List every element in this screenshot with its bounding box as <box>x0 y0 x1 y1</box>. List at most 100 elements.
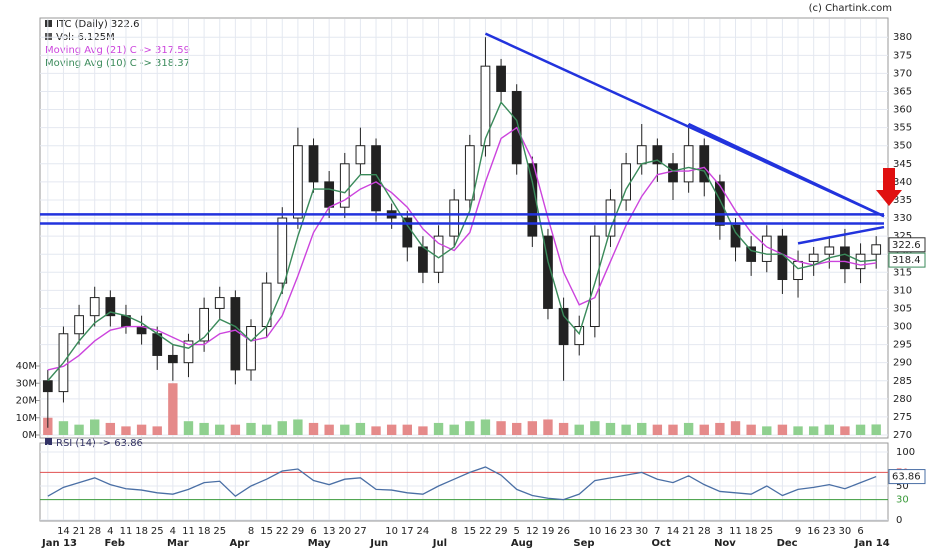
volume-bar <box>480 419 491 435</box>
candle-body <box>42 380 53 393</box>
x-tick-label: 17 <box>401 526 414 537</box>
volume-bar <box>512 422 522 435</box>
candle-body <box>89 297 100 317</box>
x-tick-label: 11 <box>182 526 195 537</box>
x-tick-label: 7 <box>654 526 660 537</box>
volume-bar <box>746 424 756 435</box>
candle-body <box>418 246 428 273</box>
candle-body <box>277 217 288 284</box>
volume-bar <box>230 424 241 435</box>
volume-bar <box>590 421 600 435</box>
candle-body <box>496 65 506 92</box>
candle-body <box>730 224 741 248</box>
y-tick-label: 305 <box>893 303 912 314</box>
candle-body <box>152 333 163 356</box>
x-tick-label: 4 <box>170 526 176 537</box>
volume-bar <box>261 424 272 435</box>
candle-body <box>808 253 819 262</box>
x-tick-label: 11 <box>120 526 133 537</box>
month-label: Oct <box>652 538 671 549</box>
volume-bar <box>449 424 459 435</box>
candle-body <box>371 145 381 212</box>
x-tick-label: 10 <box>588 526 601 537</box>
candle-body <box>324 181 335 208</box>
month-label: Jun <box>369 538 388 549</box>
x-tick-label: 4 <box>107 526 113 537</box>
candle-body <box>449 199 460 237</box>
volume-bar <box>74 424 84 435</box>
x-tick-label: 8 <box>451 526 457 537</box>
volume-bar <box>246 422 256 435</box>
y-tick-label: 290 <box>893 358 912 369</box>
x-tick-label: 14 <box>667 526 680 537</box>
x-tick-label: 28 <box>698 526 711 537</box>
x-tick-label: 18 <box>198 526 211 537</box>
volume-bar <box>152 426 162 435</box>
volume-bar <box>58 421 69 435</box>
volume-bar <box>121 426 131 435</box>
ma-line <box>47 101 877 382</box>
candle-body <box>183 340 194 364</box>
month-label: Mar <box>167 538 189 549</box>
month-label: Aug <box>511 538 533 549</box>
volume-bar <box>808 426 819 435</box>
legend-swatch <box>45 20 52 27</box>
month-label: Jan 13 <box>41 538 77 549</box>
x-tick-label: 22 <box>276 526 289 537</box>
volume-bar <box>621 424 631 435</box>
candle-body <box>199 307 209 342</box>
candle-body <box>293 145 303 219</box>
candle-body <box>543 235 553 309</box>
volume-bar <box>199 422 209 435</box>
x-tick-label: 27 <box>354 526 367 537</box>
x-tick-label: 14 <box>57 526 70 537</box>
legend-entry: Moving Avg (10) C -> 318.37 <box>45 58 190 69</box>
y-tick-label: 375 <box>893 50 912 61</box>
x-tick-label: 21 <box>682 526 695 537</box>
x-tick-label: 15 <box>463 526 476 537</box>
x-tick-label: 12 <box>526 526 539 537</box>
legend-entry: Moving Avg (21) C -> 317.59 <box>45 45 190 56</box>
candle-body <box>230 297 241 371</box>
value-tag-box <box>888 237 926 253</box>
volume-bar <box>824 424 834 435</box>
rsi-tick-label: 100 <box>896 447 915 458</box>
volume-bar <box>762 426 772 435</box>
x-tick-label: 23 <box>620 526 633 537</box>
arrow <box>876 168 902 206</box>
volume-tick-label: 10M <box>16 413 37 424</box>
volume-bar <box>340 424 350 435</box>
x-tick-label: 18 <box>745 526 758 537</box>
y-tick-label: 360 <box>893 105 912 116</box>
x-tick-label: 10 <box>385 526 398 537</box>
y-tick-label: 335 <box>893 195 912 206</box>
rsi-tag: 63.86 <box>892 472 921 483</box>
volume-bar <box>668 424 678 435</box>
volume-bar <box>840 426 850 435</box>
candle-body <box>715 181 725 226</box>
y-tick-label: 330 <box>893 213 912 224</box>
volume-bar <box>371 426 381 435</box>
value-tag: 318.4 <box>892 255 921 266</box>
volume-bar <box>543 419 553 435</box>
candle-body <box>871 244 882 255</box>
value-tag-box <box>888 252 926 268</box>
candle-body <box>308 145 319 183</box>
month-label: Feb <box>105 538 125 549</box>
candle-body <box>214 297 225 309</box>
trendline <box>688 122 885 218</box>
candle-body <box>699 145 710 183</box>
candle-body <box>339 163 350 208</box>
volume-bar <box>215 424 225 435</box>
x-tick-label: 25 <box>151 526 164 537</box>
month-label: Jul <box>432 538 447 549</box>
candle-body <box>480 65 491 147</box>
x-tick-label: 26 <box>557 526 570 537</box>
candle-body <box>355 145 366 165</box>
candle-body <box>105 297 116 317</box>
volume-bar <box>465 421 475 435</box>
value-tag: 322.6 <box>892 240 921 251</box>
x-tick-label: 29 <box>495 526 508 537</box>
volume-bar <box>183 421 194 435</box>
candle-body <box>636 145 647 165</box>
